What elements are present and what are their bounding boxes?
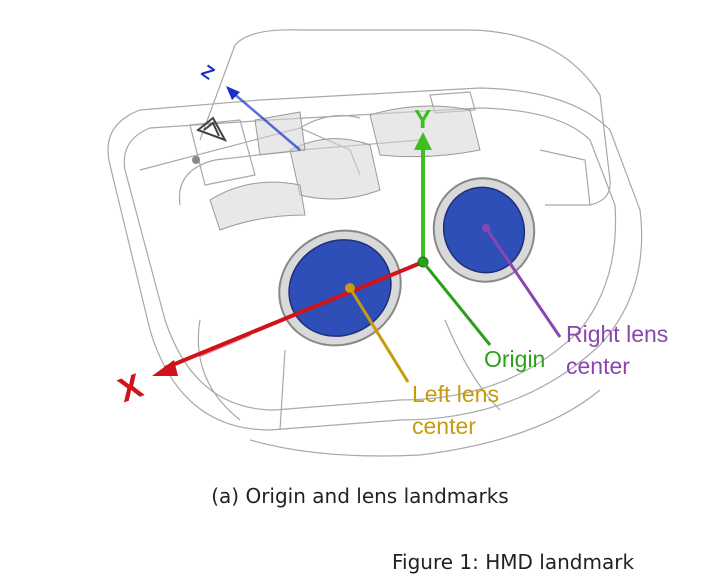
hmd-diagram: Z Y X	[107, 29, 643, 457]
left-lens-label-line1: Left lens	[412, 381, 499, 407]
z-axis-arrowhead	[226, 86, 240, 100]
z-axis-label: Z	[198, 61, 218, 84]
left-lens-center-point	[345, 283, 355, 293]
figure-title: Figure 1: HMD landmark	[392, 550, 635, 574]
origin-label: Origin	[484, 346, 546, 372]
right-lens-leader	[484, 227, 562, 338]
logo-icon	[195, 116, 228, 142]
subfigure-caption: (a) Origin and lens landmarks	[211, 484, 509, 508]
left-lens-leader	[348, 287, 410, 383]
y-axis-arrowhead	[414, 132, 432, 150]
y-axis-label: Y	[414, 104, 431, 134]
x-axis-arrowhead	[152, 360, 178, 376]
right-lens-center-point	[482, 224, 490, 232]
z-axis	[231, 91, 301, 151]
x-axis-label: X	[113, 367, 148, 411]
origin-leader	[421, 261, 492, 346]
strap-point	[192, 156, 200, 164]
left-lens-label-line2: center	[412, 413, 476, 439]
headset-inner-parts	[209, 105, 481, 231]
headset-outline	[107, 29, 643, 457]
left-lens	[278, 229, 402, 347]
right-lens-label-line2: center	[566, 353, 630, 379]
x-axis-extension	[199, 332, 251, 357]
right-lens-label-line1: Right lens	[566, 321, 669, 347]
